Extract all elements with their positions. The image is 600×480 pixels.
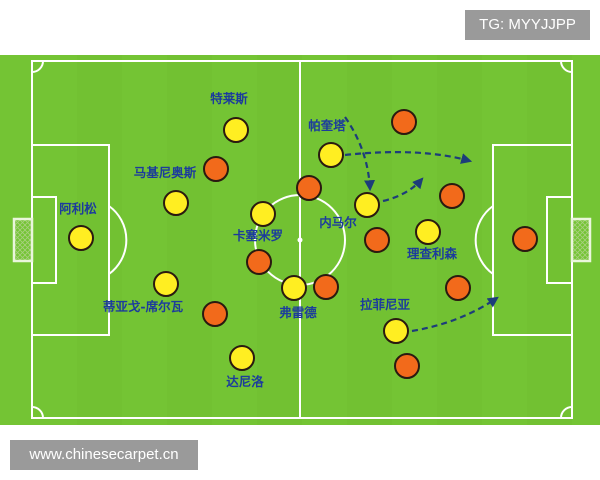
player-name-label: 马基尼奥斯 <box>134 165 197 180</box>
arrow-paqueta-run <box>344 116 376 192</box>
away-player-marker <box>394 353 420 379</box>
home-player-marker <box>153 271 179 297</box>
grass-stripe <box>257 55 302 425</box>
away-player-marker <box>203 156 229 182</box>
home-player-marker <box>281 275 307 301</box>
home-player-marker <box>318 142 344 168</box>
home-player-marker <box>250 201 276 227</box>
away-player-marker <box>445 275 471 301</box>
home-player-marker <box>383 318 409 344</box>
center-spot <box>297 237 303 243</box>
home-player-marker <box>223 117 249 143</box>
player-name-label: 弗雷德 <box>279 305 317 320</box>
home-player-marker <box>354 192 380 218</box>
away-player-marker <box>296 175 322 201</box>
arrow-raphinha-run <box>411 296 499 333</box>
player-name-label: 帕奎塔 <box>308 118 346 133</box>
away-player-marker <box>202 301 228 327</box>
away-player-marker <box>364 227 390 253</box>
home-player-marker <box>415 219 441 245</box>
player-name-label: 特莱斯 <box>210 91 248 106</box>
away-player-marker <box>313 274 339 300</box>
player-name-label: 内马尔 <box>319 215 357 230</box>
player-name-label: 理查利森 <box>407 246 458 261</box>
left-goal <box>12 217 34 263</box>
watermark-telegram: TG: MYYJJPP <box>465 10 590 40</box>
player-name-label: 阿利松 <box>59 201 97 216</box>
away-player-marker <box>246 249 272 275</box>
away-player-marker <box>391 109 417 135</box>
player-name-label: 卡塞米罗 <box>233 228 283 243</box>
movement-arrows <box>344 116 499 333</box>
home-player-marker <box>163 190 189 216</box>
player-name-label: 拉菲尼亚 <box>360 297 411 312</box>
watermark-website: www.chinesecarpet.cn <box>10 440 198 470</box>
arrow-neymar-run <box>382 177 424 203</box>
right-goal <box>570 217 592 263</box>
home-player-marker <box>229 345 255 371</box>
away-player-marker <box>439 183 465 209</box>
away-player-marker <box>512 226 538 252</box>
arrow-paqueta-pass <box>344 151 473 164</box>
home-player-marker <box>68 225 94 251</box>
grass-stripe <box>437 55 482 425</box>
player-name-label: 达尼洛 <box>226 374 264 389</box>
player-name-label: 蒂亚戈-席尔瓦 <box>103 299 184 314</box>
grass-stripe <box>167 55 212 425</box>
